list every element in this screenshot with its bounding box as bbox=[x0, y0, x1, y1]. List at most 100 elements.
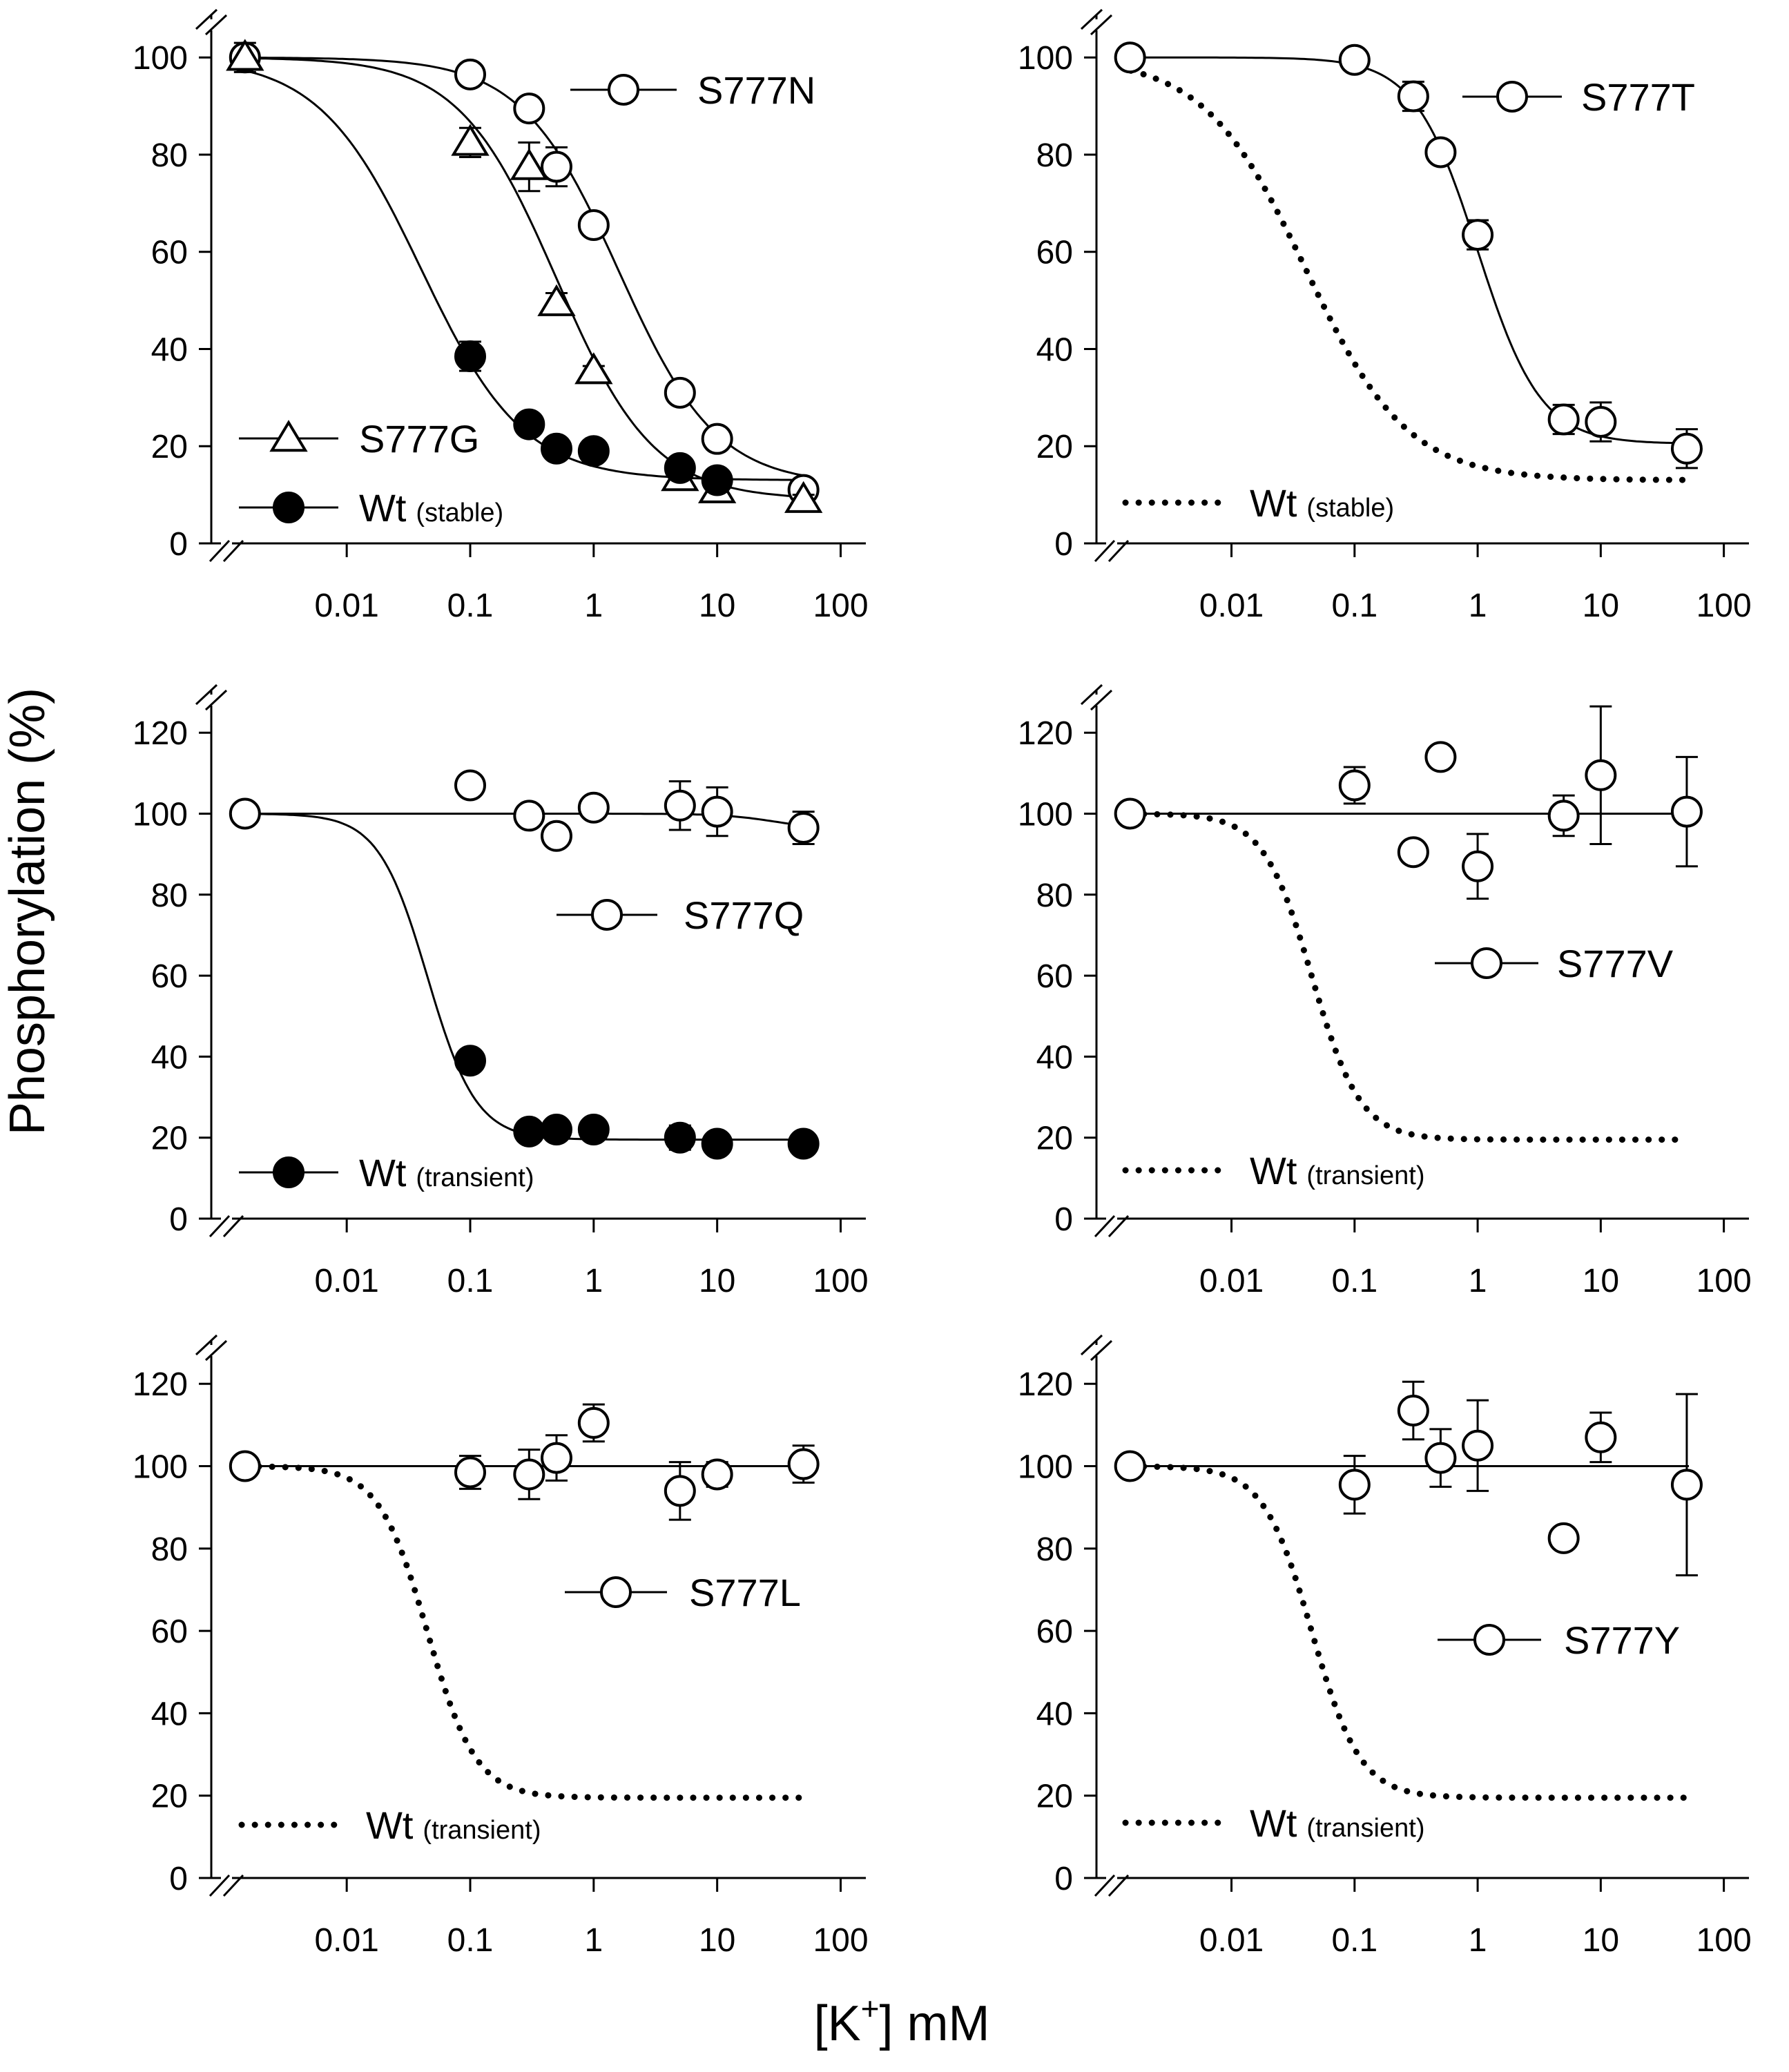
data-point-s777g bbox=[537, 284, 576, 316]
data-point-s777l bbox=[454, 1456, 486, 1489]
legend-label-name: Wt bbox=[1250, 481, 1297, 525]
x-tick-label: 1 bbox=[1469, 1922, 1487, 1959]
legend-label: Wt (stable) bbox=[1250, 481, 1394, 525]
x-tick-label: 1 bbox=[1469, 588, 1487, 624]
y-tick-label: 80 bbox=[1036, 878, 1073, 914]
y-axis-break-gap bbox=[1087, 1345, 1106, 1356]
x-tick-label: 1 bbox=[584, 1263, 603, 1299]
chart-panel-bottom-right: 0 20 40 60 80 100 120 0.01 0.1 1 10 100 S777Y Wt (tran… bbox=[1018, 1334, 1752, 1959]
data-point-s777v bbox=[1338, 769, 1371, 802]
fit-curve-wt-dotted bbox=[1128, 1463, 1690, 1801]
legend-marker bbox=[1473, 1624, 1505, 1656]
x-tick-label: 0.01 bbox=[1199, 588, 1264, 624]
data-point-wt bbox=[454, 1045, 486, 1077]
y-tick-label: 0 bbox=[1054, 1861, 1073, 1897]
legend-label-name: Wt bbox=[1250, 1149, 1297, 1192]
data-point-wt bbox=[540, 432, 572, 465]
data-point-s777t bbox=[1114, 41, 1146, 74]
legend-label-qualifier: (stable) bbox=[416, 498, 503, 527]
y-tick-label: 20 bbox=[151, 1121, 188, 1157]
legend-label-name: S777G bbox=[359, 417, 479, 461]
legend-label: S777N bbox=[697, 68, 815, 112]
data-point-s777y bbox=[1670, 1469, 1703, 1501]
y-axis-break-mark bbox=[1080, 8, 1103, 30]
data-point-s777q bbox=[701, 795, 733, 828]
legend-label-qualifier: (transient) bbox=[416, 1163, 534, 1192]
data-point-s777q bbox=[577, 791, 610, 824]
legend-label-name: Wt bbox=[359, 486, 407, 530]
legend-label: Wt (stable) bbox=[359, 486, 503, 530]
data-point-s777v bbox=[1462, 850, 1494, 882]
legend-label: S777G bbox=[359, 417, 479, 461]
y-tick-label: 100 bbox=[133, 797, 188, 833]
y-tick-label: 60 bbox=[151, 1614, 188, 1650]
x-axis-break-mark bbox=[209, 539, 231, 563]
data-point-s777y bbox=[1338, 1469, 1371, 1501]
legend-label-name: Wt bbox=[366, 1803, 414, 1847]
x-tick-label: 0.01 bbox=[314, 588, 378, 624]
data-point-s777q bbox=[454, 769, 486, 802]
y-tick-label: 80 bbox=[1036, 137, 1073, 174]
x-tick-label: 0.1 bbox=[1331, 588, 1377, 624]
x-tick-label: 10 bbox=[699, 588, 735, 624]
y-tick-label: 20 bbox=[151, 1779, 188, 1815]
y-tick-label: 120 bbox=[1018, 715, 1073, 752]
y-tick-label: 100 bbox=[1018, 797, 1073, 833]
data-point-s777y bbox=[1547, 1522, 1580, 1554]
x-tick-label: 10 bbox=[699, 1922, 735, 1959]
legend-label-name: S777Y bbox=[1564, 1618, 1680, 1662]
data-point-s777g bbox=[510, 148, 549, 180]
y-tick-label: 20 bbox=[1036, 1121, 1073, 1157]
data-point-s777y bbox=[1424, 1442, 1457, 1474]
y-tick-label: 100 bbox=[133, 1449, 188, 1486]
y-tick-label: 20 bbox=[1036, 1779, 1073, 1815]
legend-label-qualifier: (transient) bbox=[1306, 1161, 1424, 1190]
x-tick-label: 1 bbox=[584, 1922, 603, 1959]
fit-curve-wt-dotted bbox=[1128, 811, 1690, 1143]
chart-panel-top-left: 0 20 40 60 80 100 0.01 0.1 1 10 100 S777N S777G Wt (st… bbox=[133, 8, 869, 624]
legend-marker bbox=[1496, 81, 1528, 113]
legend-label-name: Wt bbox=[359, 1151, 407, 1194]
legend-label: S777Q bbox=[684, 893, 804, 937]
data-point-s777g bbox=[451, 124, 490, 156]
legend-marker bbox=[273, 1156, 304, 1188]
y-tick-label: 100 bbox=[133, 40, 188, 77]
y-axis-break-gap bbox=[202, 19, 221, 30]
legend-label-qualifier: (stable) bbox=[1306, 494, 1394, 523]
data-point-s777l bbox=[229, 1450, 261, 1482]
x-axis-break-mark bbox=[222, 539, 244, 563]
chart-panel-top-right: 0 20 40 60 80 100 0.01 0.1 1 10 100 S777T Wt (stable) bbox=[1018, 8, 1752, 624]
legend-label: S777V bbox=[1557, 942, 1674, 985]
legend-label: Wt (transient) bbox=[359, 1151, 534, 1194]
legend-label-name: S777Q bbox=[684, 893, 804, 937]
data-point-s777t bbox=[1397, 80, 1429, 113]
x-tick-label: 10 bbox=[1583, 1922, 1619, 1959]
legend-label-qualifier: (transient) bbox=[423, 1816, 541, 1845]
data-point-wt bbox=[540, 1113, 572, 1145]
data-point-s777n bbox=[664, 376, 696, 409]
data-point-s777t bbox=[1670, 432, 1703, 465]
y-tick-label: 20 bbox=[1036, 429, 1073, 465]
data-point-s777q bbox=[513, 800, 545, 832]
y-axis-label: Phosphorylation (%) bbox=[0, 688, 55, 1135]
y-tick-label: 40 bbox=[1036, 1696, 1073, 1732]
legend-marker bbox=[273, 492, 304, 523]
data-point-s777q bbox=[540, 820, 572, 852]
y-tick-label: 0 bbox=[1054, 1201, 1073, 1238]
data-point-s777t bbox=[1462, 219, 1494, 251]
x-axis-break-mark bbox=[209, 1874, 231, 1897]
data-point-s777v bbox=[1670, 795, 1703, 828]
y-tick-label: 60 bbox=[151, 235, 188, 271]
legend-label-name: S777V bbox=[1557, 942, 1674, 985]
y-tick-label: 60 bbox=[1036, 235, 1073, 271]
x-tick-label: 0.01 bbox=[314, 1263, 378, 1299]
x-tick-label: 1 bbox=[1469, 1263, 1487, 1299]
data-point-wt bbox=[787, 1127, 820, 1160]
y-tick-label: 0 bbox=[1054, 526, 1073, 563]
y-tick-label: 60 bbox=[1036, 1614, 1073, 1650]
data-point-s777n bbox=[454, 58, 486, 90]
y-tick-label: 20 bbox=[151, 429, 188, 465]
x-tick-label: 0.1 bbox=[1331, 1263, 1377, 1299]
y-axis-break-mark bbox=[1090, 1339, 1113, 1362]
